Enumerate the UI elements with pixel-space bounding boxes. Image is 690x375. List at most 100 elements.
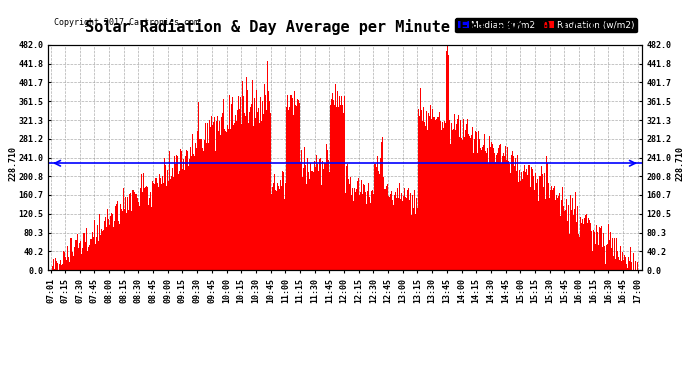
Bar	[89, 245, 90, 270]
Bar	[368, 183, 369, 270]
Bar	[203, 151, 204, 270]
Bar	[629, 261, 631, 270]
Bar	[112, 214, 113, 270]
Bar	[428, 116, 430, 270]
Bar	[575, 222, 577, 270]
Bar	[545, 199, 546, 270]
Bar	[172, 168, 173, 270]
Bar	[529, 165, 530, 270]
Bar	[475, 132, 477, 270]
Bar	[361, 180, 362, 270]
Bar	[133, 190, 134, 270]
Bar	[321, 185, 322, 270]
Bar	[504, 156, 505, 270]
Bar	[251, 104, 253, 270]
Bar	[614, 238, 615, 270]
Bar	[502, 156, 503, 270]
Bar	[425, 126, 426, 270]
Bar	[420, 88, 421, 270]
Bar	[336, 106, 337, 270]
Bar	[617, 251, 618, 270]
Bar	[269, 101, 270, 270]
Bar	[415, 214, 416, 270]
Bar	[512, 151, 513, 270]
Bar	[110, 216, 112, 270]
Bar	[273, 183, 274, 270]
Bar	[382, 137, 383, 270]
Bar	[371, 191, 372, 270]
Bar	[445, 123, 446, 270]
Bar	[299, 103, 300, 270]
Bar	[160, 178, 161, 270]
Bar	[177, 156, 178, 270]
Bar	[179, 171, 180, 270]
Bar	[150, 207, 152, 270]
Bar	[211, 116, 213, 270]
Bar	[516, 171, 517, 270]
Bar	[270, 113, 271, 270]
Bar	[241, 81, 243, 270]
Bar	[320, 158, 321, 270]
Bar	[134, 192, 135, 270]
Bar	[383, 177, 384, 270]
Bar	[126, 213, 127, 270]
Bar	[290, 94, 292, 270]
Bar	[557, 198, 558, 270]
Bar	[199, 139, 201, 270]
Bar	[201, 148, 203, 270]
Bar	[373, 194, 374, 270]
Bar	[91, 239, 92, 270]
Bar	[486, 153, 487, 270]
Bar	[217, 116, 218, 270]
Bar	[398, 198, 400, 270]
Bar	[282, 171, 283, 270]
Bar	[159, 174, 160, 270]
Bar	[365, 192, 366, 270]
Bar	[552, 190, 553, 270]
Text: Copyright 2017 Cartronics.com: Copyright 2017 Cartronics.com	[55, 18, 199, 27]
Bar	[526, 175, 528, 270]
Bar	[479, 140, 480, 270]
Bar	[477, 130, 479, 270]
Bar	[140, 188, 141, 270]
Bar	[86, 228, 87, 270]
Bar	[146, 186, 147, 270]
Bar	[453, 129, 454, 270]
Bar	[115, 206, 117, 270]
Bar	[175, 164, 176, 270]
Bar	[582, 219, 584, 270]
Bar	[613, 256, 614, 270]
Bar	[246, 90, 248, 270]
Bar	[591, 231, 592, 270]
Bar	[71, 238, 72, 270]
Bar	[606, 245, 607, 270]
Bar	[76, 240, 77, 270]
Bar	[105, 217, 106, 270]
Bar	[440, 122, 442, 270]
Bar	[631, 262, 633, 270]
Bar	[52, 258, 54, 270]
Bar	[596, 225, 597, 270]
Bar	[601, 226, 602, 270]
Bar	[190, 156, 192, 270]
Bar	[223, 99, 224, 270]
Bar	[493, 148, 494, 270]
Bar	[451, 123, 452, 270]
Bar	[164, 158, 166, 270]
Bar	[295, 106, 297, 270]
Bar	[418, 109, 419, 270]
Bar	[125, 197, 126, 270]
Bar	[250, 105, 251, 270]
Bar	[468, 134, 469, 270]
Bar	[372, 190, 373, 270]
Bar	[68, 257, 70, 270]
Bar	[554, 186, 555, 270]
Bar	[577, 206, 578, 270]
Bar	[586, 214, 587, 270]
Bar	[117, 201, 118, 270]
Bar	[154, 183, 155, 270]
Bar	[501, 163, 502, 270]
Bar	[390, 194, 391, 270]
Bar	[166, 186, 167, 270]
Bar	[230, 129, 231, 270]
